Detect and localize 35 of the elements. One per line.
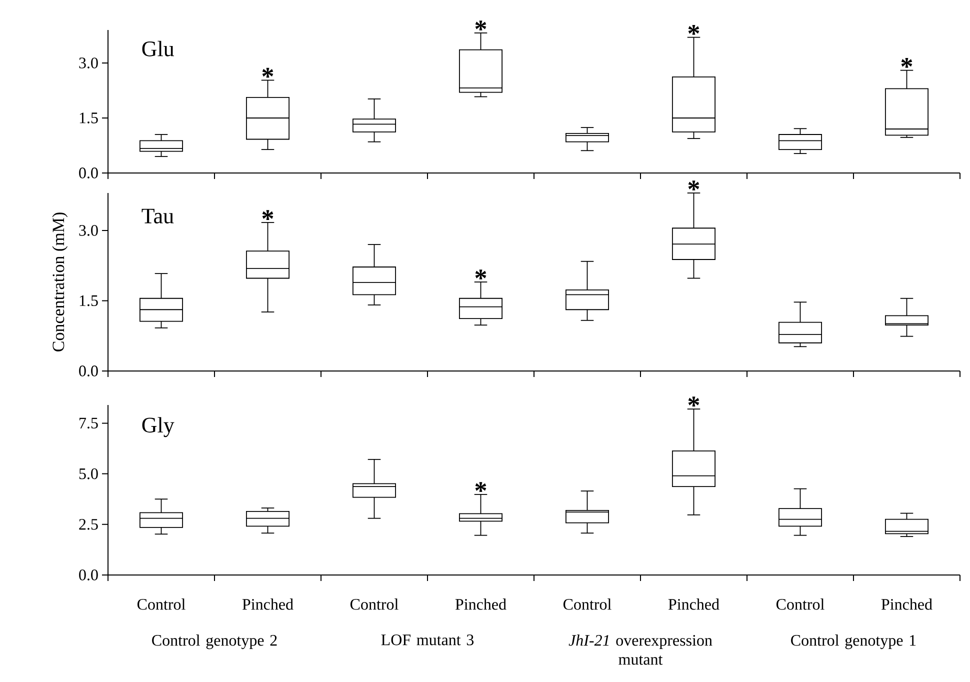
chart-title: Glu <box>142 40 174 56</box>
text: LOF mutant 3 <box>381 634 474 646</box>
text: Control genotype 2 <box>152 634 277 650</box>
text: Control genotype 1 <box>791 634 916 650</box>
annotation: * <box>262 68 274 78</box>
text: Tau <box>142 208 174 224</box>
annotation: * <box>475 482 486 492</box>
y-tick-label: 0.0 <box>79 366 98 376</box>
text: Gly <box>142 417 174 438</box>
annotation: * <box>688 396 700 406</box>
y-tick-label: 5.0 <box>79 468 98 480</box>
x-tick-label: Pinched <box>455 598 506 610</box>
annotation: * <box>901 58 912 68</box>
text: JhI-21 overexpression mutant <box>568 634 712 665</box>
x-tick-label: Pinched <box>242 598 294 610</box>
x-tick-label: Pinched <box>881 598 932 610</box>
y-tick-label: 3.0 <box>79 225 98 236</box>
y-tick-label: 0.0 <box>79 570 98 580</box>
annotation: * <box>475 270 486 280</box>
y-tick-label: 1.5 <box>80 295 98 306</box>
y-tick-label: 7.5 <box>80 418 98 429</box>
y-tick-label: 0.0 <box>79 168 98 178</box>
x-tick-label: Pinched <box>668 598 720 610</box>
x-tick-label: Control <box>137 598 186 610</box>
y-tick-label: 3.0 <box>79 58 98 68</box>
annotation: * <box>688 24 700 35</box>
x-tick-label: Control <box>563 598 612 610</box>
x-tick-label: Control <box>776 598 824 610</box>
annotation: * <box>475 20 486 30</box>
x-tick-label: Control <box>350 598 398 610</box>
annotation: * <box>262 210 274 220</box>
y-axis-title: Concentration (mM) <box>52 212 68 352</box>
text: * <box>688 180 700 190</box>
y-tick-label: 2.5 <box>79 518 98 530</box>
y-tick-label: 1.5 <box>80 112 98 124</box>
